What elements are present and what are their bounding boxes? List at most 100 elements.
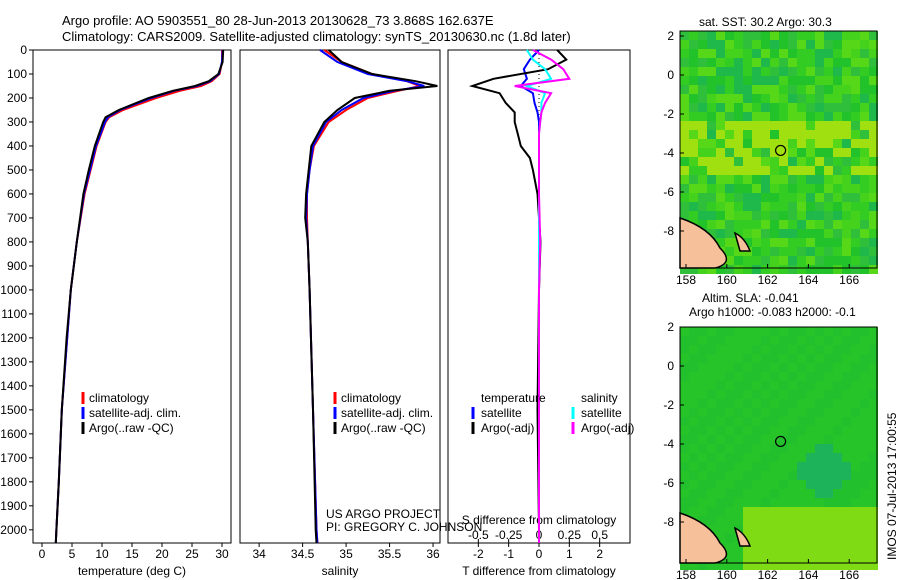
map-cell xyxy=(860,561,869,570)
map-cell xyxy=(689,58,698,67)
map-cell xyxy=(770,247,779,256)
map-cell xyxy=(842,238,851,247)
map-cell xyxy=(716,453,725,462)
map-cell xyxy=(725,417,734,426)
map-cell xyxy=(707,498,716,507)
map-cell xyxy=(698,507,707,516)
map-cell xyxy=(725,58,734,67)
map-cell xyxy=(734,372,743,381)
map-cell xyxy=(707,381,716,390)
map-cell xyxy=(842,166,851,175)
map-y-tick-label: -2 xyxy=(663,107,674,121)
map-cell xyxy=(851,76,860,85)
map-cell xyxy=(689,399,698,408)
map-cell xyxy=(860,112,869,121)
map-cell xyxy=(869,417,878,426)
map-cell xyxy=(716,67,725,76)
map-cell xyxy=(824,157,833,166)
map-cell xyxy=(788,40,797,49)
map-cell xyxy=(680,453,689,462)
map-cell xyxy=(860,345,869,354)
map-cell xyxy=(842,354,851,363)
map-sla xyxy=(679,327,878,570)
map-cell xyxy=(788,148,797,157)
map-cell xyxy=(842,184,851,193)
map-cell xyxy=(806,390,815,399)
map-cell xyxy=(770,229,779,238)
map-cell xyxy=(860,381,869,390)
map-cell xyxy=(707,489,716,498)
map-cell xyxy=(824,130,833,139)
map-cell xyxy=(806,49,815,58)
map-cell xyxy=(842,363,851,372)
map-y-tick-label: -4 xyxy=(663,437,674,451)
map-cell xyxy=(779,498,788,507)
map-cell xyxy=(788,444,797,453)
map-cell xyxy=(707,408,716,417)
map-cell xyxy=(725,354,734,363)
map-cell xyxy=(725,256,734,265)
map-cell xyxy=(680,130,689,139)
map-cell xyxy=(761,166,770,175)
map-cell xyxy=(707,516,716,525)
map-cell xyxy=(779,381,788,390)
map-cell xyxy=(860,211,869,220)
map-cell xyxy=(707,265,716,274)
map-cell xyxy=(833,561,842,570)
y-tick-label: 1100 xyxy=(1,307,27,321)
map-cell xyxy=(761,40,770,49)
map-cell xyxy=(806,498,815,507)
map-cell xyxy=(761,76,770,85)
map-cell xyxy=(743,112,752,121)
map-cell xyxy=(815,426,824,435)
y-tick-label: 300 xyxy=(7,115,27,129)
map-cell xyxy=(779,453,788,462)
map-y-tick-label: -4 xyxy=(663,146,674,160)
map-cell xyxy=(824,345,833,354)
map-cell xyxy=(797,444,806,453)
map-cell xyxy=(698,67,707,76)
map-cell xyxy=(779,220,788,229)
map-cell xyxy=(761,489,770,498)
map-cell xyxy=(833,202,842,211)
map-cell xyxy=(797,516,806,525)
map-cell xyxy=(752,76,761,85)
map-cell xyxy=(743,238,752,247)
map-cell xyxy=(725,49,734,58)
map-cell xyxy=(815,489,824,498)
map-cell xyxy=(770,202,779,211)
x-tick-label: -2 xyxy=(473,547,484,561)
map-cell xyxy=(779,543,788,552)
map-cell xyxy=(815,265,824,274)
map-cell xyxy=(833,381,842,390)
map-cell xyxy=(851,67,860,76)
map-cell xyxy=(680,103,689,112)
map-cell xyxy=(833,534,842,543)
map-cell xyxy=(707,58,716,67)
map-cell xyxy=(788,139,797,148)
map-cell xyxy=(752,139,761,148)
map-cell xyxy=(833,336,842,345)
map-cell xyxy=(779,76,788,85)
map-cell xyxy=(680,49,689,58)
map-cell xyxy=(851,345,860,354)
map-x-tick-label: 158 xyxy=(676,273,696,287)
map-cell xyxy=(752,516,761,525)
map-cell xyxy=(725,498,734,507)
map-cell xyxy=(734,561,743,570)
map-cell xyxy=(806,40,815,49)
map-cell xyxy=(734,58,743,67)
map-cell xyxy=(734,363,743,372)
map-cell xyxy=(788,166,797,175)
map-cell xyxy=(716,31,725,40)
map-cell xyxy=(725,238,734,247)
map-cell xyxy=(815,543,824,552)
map-cell xyxy=(752,534,761,543)
map-cell xyxy=(734,112,743,121)
map-cell xyxy=(761,112,770,121)
map-cell xyxy=(707,148,716,157)
map-sst xyxy=(679,31,878,274)
x-tick-label: 2 xyxy=(596,547,603,561)
map-cell xyxy=(806,184,815,193)
map-cell xyxy=(680,426,689,435)
